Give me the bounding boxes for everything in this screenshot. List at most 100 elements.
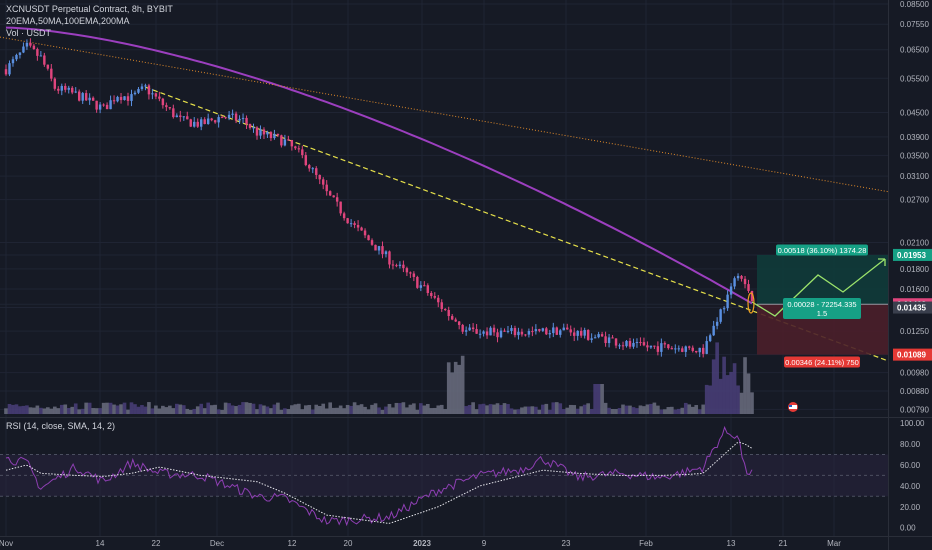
candle-body[interactable]	[74, 91, 77, 93]
candle-body[interactable]	[377, 246, 381, 251]
candle-body[interactable]	[193, 121, 196, 127]
candle-body[interactable]	[586, 330, 590, 340]
candle-body[interactable]	[513, 328, 517, 336]
candle-body[interactable]	[297, 148, 301, 150]
candle-body[interactable]	[22, 46, 25, 53]
candle-body[interactable]	[353, 223, 356, 225]
candle-body[interactable]	[84, 93, 88, 101]
candle-body[interactable]	[736, 275, 740, 279]
candle-body[interactable]	[674, 348, 677, 350]
candle-body[interactable]	[39, 55, 43, 57]
candle-body[interactable]	[482, 331, 485, 334]
candle-body[interactable]	[593, 337, 597, 339]
candle-body[interactable]	[419, 285, 423, 288]
entry-label-box[interactable]	[783, 298, 861, 319]
candle-body[interactable]	[726, 294, 729, 309]
candle-body[interactable]	[248, 123, 252, 128]
candle-body[interactable]	[60, 85, 63, 91]
target-label-box[interactable]	[776, 244, 868, 256]
candle-body[interactable]	[158, 96, 161, 99]
candle-body[interactable]	[423, 285, 426, 287]
candle-body[interactable]	[18, 52, 22, 55]
candle-body[interactable]	[137, 89, 140, 93]
candle-body[interactable]	[290, 139, 294, 147]
candle-body[interactable]	[440, 302, 443, 309]
candle-body[interactable]	[81, 93, 84, 101]
candle-body[interactable]	[646, 345, 649, 348]
candle-body[interactable]	[29, 42, 32, 46]
candle-body[interactable]	[409, 272, 412, 274]
candle-body[interactable]	[179, 115, 182, 117]
candle-body[interactable]	[168, 107, 172, 109]
candle-body[interactable]	[395, 265, 398, 267]
candle-body[interactable]	[210, 118, 213, 121]
candle-body[interactable]	[559, 330, 562, 335]
candle-body[interactable]	[175, 115, 179, 118]
candle-body[interactable]	[53, 78, 57, 89]
candle-body[interactable]	[370, 240, 374, 245]
candle-body[interactable]	[4, 69, 8, 75]
candle-body[interactable]	[534, 329, 538, 332]
candle-body[interactable]	[294, 146, 297, 149]
candle-body[interactable]	[437, 297, 440, 303]
candle-body[interactable]	[301, 149, 304, 156]
candle-body[interactable]	[154, 93, 158, 97]
candle-body[interactable]	[611, 337, 614, 339]
candle-body[interactable]	[719, 309, 722, 322]
candle-body[interactable]	[360, 227, 363, 231]
candle-body[interactable]	[461, 324, 464, 332]
candle-body[interactable]	[339, 201, 342, 214]
candle-body[interactable]	[531, 331, 534, 333]
candle-body[interactable]	[220, 117, 224, 119]
candle-body[interactable]	[32, 45, 36, 50]
candle-body[interactable]	[635, 342, 639, 344]
candle-body[interactable]	[600, 334, 604, 337]
candle-body[interactable]	[262, 129, 266, 135]
candle-body[interactable]	[698, 347, 701, 353]
candle-body[interactable]	[695, 350, 698, 353]
candle-body[interactable]	[510, 328, 513, 331]
candle-body[interactable]	[259, 129, 262, 136]
candle-body[interactable]	[50, 68, 53, 79]
candle-body[interactable]	[64, 85, 67, 90]
candle-body[interactable]	[524, 334, 527, 336]
candle-body[interactable]	[116, 96, 119, 102]
candle-body[interactable]	[416, 276, 419, 288]
candle-body[interactable]	[315, 168, 318, 175]
candle-body[interactable]	[196, 121, 199, 127]
candle-body[interactable]	[273, 134, 276, 139]
candle-body[interactable]	[715, 321, 719, 326]
candle-body[interactable]	[604, 336, 607, 344]
candle-body[interactable]	[503, 330, 506, 332]
candle-body[interactable]	[245, 117, 248, 124]
candle-body[interactable]	[77, 91, 81, 101]
candle-body[interactable]	[444, 308, 447, 310]
candle-body[interactable]	[346, 218, 349, 224]
candle-body[interactable]	[328, 191, 332, 196]
candle-body[interactable]	[468, 327, 471, 331]
candle-body[interactable]	[186, 116, 189, 120]
candle-body[interactable]	[552, 327, 555, 334]
candle-body[interactable]	[311, 168, 314, 170]
candle-body[interactable]	[517, 331, 520, 336]
candle-body[interactable]	[234, 113, 238, 121]
price-marker-box[interactable]	[893, 248, 932, 261]
candle-body[interactable]	[653, 345, 656, 347]
candle-body[interactable]	[280, 135, 283, 146]
candlestick-series[interactable]	[4, 38, 754, 358]
candle-body[interactable]	[464, 330, 468, 332]
candle-body[interactable]	[656, 346, 660, 352]
candle-body[interactable]	[276, 134, 280, 136]
candle-body[interactable]	[607, 337, 611, 344]
candle-body[interactable]	[95, 100, 98, 110]
candle-body[interactable]	[252, 127, 255, 129]
candle-body[interactable]	[172, 108, 175, 118]
candle-body[interactable]	[224, 117, 227, 119]
candle-body[interactable]	[750, 290, 754, 302]
candle-body[interactable]	[269, 132, 273, 139]
candle-body[interactable]	[639, 342, 642, 344]
candle-body[interactable]	[430, 292, 433, 297]
candle-body[interactable]	[688, 346, 691, 348]
candle-body[interactable]	[506, 330, 510, 332]
candle-body[interactable]	[91, 97, 95, 101]
